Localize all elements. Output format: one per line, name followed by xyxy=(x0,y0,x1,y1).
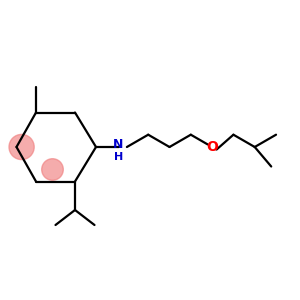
Text: O: O xyxy=(206,140,218,154)
Circle shape xyxy=(42,159,63,180)
Text: H: H xyxy=(114,152,123,163)
Text: N: N xyxy=(113,138,124,151)
Circle shape xyxy=(9,134,34,160)
